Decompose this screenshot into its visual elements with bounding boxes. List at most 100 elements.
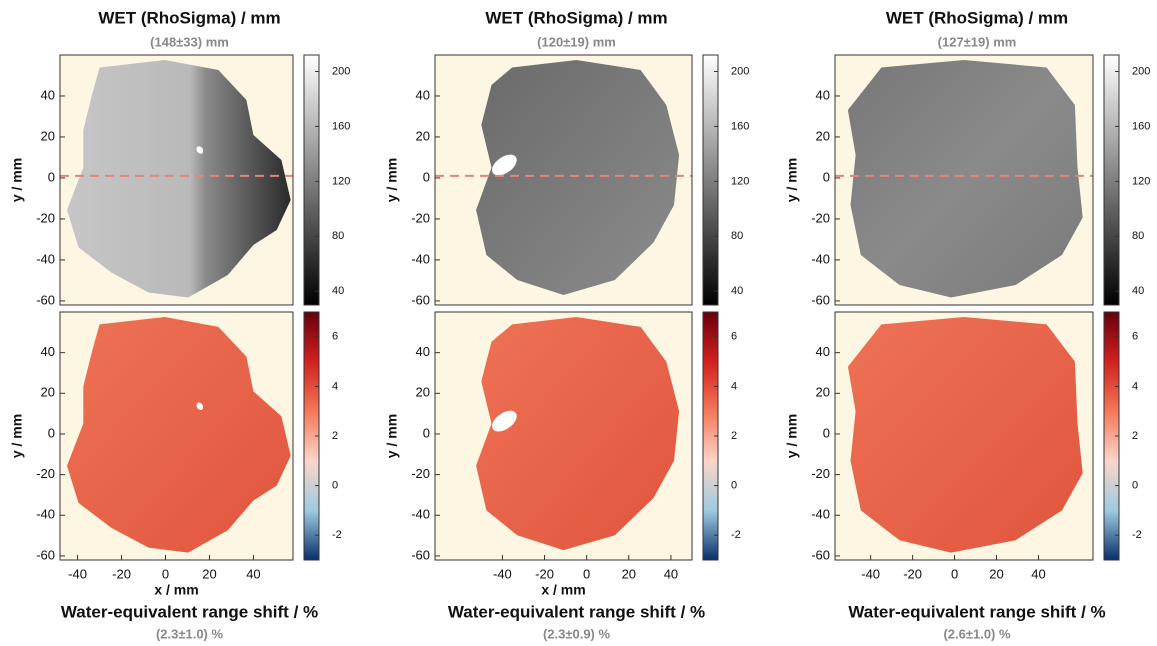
colorbar-tick-label: 80: [1132, 230, 1144, 242]
x-tick-label: -20: [903, 566, 922, 581]
y-tick-label: 0: [823, 169, 830, 184]
panel-title: Water-equivalent range shift / %: [61, 602, 318, 621]
colorbar-tick-label: 6: [731, 331, 737, 343]
y-tick-label: 40: [816, 87, 830, 102]
y-tick-label: -40: [36, 251, 55, 266]
y-tick-label: -20: [36, 210, 55, 225]
panel-title: Water-equivalent range shift / %: [848, 602, 1105, 621]
x-tick-label: 40: [664, 566, 678, 581]
colorbar-tick-label: 0: [731, 480, 737, 492]
colorbar-tick-label: 200: [731, 65, 749, 77]
panel-subtitle: (2.3±0.9) %: [543, 626, 611, 641]
x-tick-label: -20: [112, 566, 131, 581]
colorbar-tick-label: 0: [1132, 480, 1138, 492]
y-tick-label: -60: [811, 547, 830, 562]
x-tick-label: 40: [246, 566, 260, 581]
y-tick-label: -20: [811, 466, 830, 481]
x-tick-label: -40: [493, 566, 512, 581]
colorbar-tick-label: 4: [731, 380, 737, 392]
x-tick-label: 20: [989, 566, 1003, 581]
colorbar-tick-label: 2: [332, 430, 338, 442]
y-tick-label: 40: [416, 87, 430, 102]
y-axis-label: y / mm: [9, 158, 25, 202]
panel-subtitle: (120±19) mm: [537, 34, 616, 49]
panel-title: Water-equivalent range shift / %: [448, 602, 705, 621]
panel-subtitle: (2.3±1.0) %: [156, 626, 224, 641]
colorbar-tick-label: 120: [1132, 175, 1150, 187]
y-tick-label: -40: [811, 251, 830, 266]
panel-title: WET (RhoSigma) / mm: [485, 8, 667, 27]
figure: -60-40-2002040y / mmWET (RhoSigma) / mm(…: [0, 0, 1157, 646]
colorbar-tick-label: 200: [332, 65, 350, 77]
panel-subtitle: (127±19) mm: [938, 34, 1017, 49]
colorbar-tick-label: 40: [332, 285, 344, 297]
x-tick-label: -40: [861, 566, 880, 581]
colorbar-tick-label: 40: [1132, 285, 1144, 297]
y-tick-label: 40: [41, 344, 55, 359]
x-tick-label: 0: [583, 566, 590, 581]
y-axis-label: y / mm: [784, 414, 800, 458]
x-tick-label: 40: [1031, 566, 1045, 581]
y-tick-label: -20: [36, 466, 55, 481]
y-tick-label: -40: [411, 507, 430, 522]
map-image: [848, 317, 1083, 553]
y-tick-label: -60: [411, 292, 430, 307]
x-tick-label: 20: [622, 566, 636, 581]
y-tick-label: 40: [816, 344, 830, 359]
y-tick-label: 0: [48, 169, 55, 184]
x-tick-label: 20: [202, 566, 216, 581]
colorbar: [1104, 55, 1119, 305]
colorbar-tick-label: 120: [332, 175, 350, 187]
panel-subtitle: (2.6±1.0) %: [943, 626, 1011, 641]
y-tick-label: 0: [823, 425, 830, 440]
panel-subtitle: (148±33) mm: [150, 34, 229, 49]
y-tick-label: 0: [423, 169, 430, 184]
colorbar-tick-label: -2: [332, 529, 342, 541]
colorbar-tick-label: 0: [332, 480, 338, 492]
y-tick-label: -40: [411, 251, 430, 266]
colorbar-tick-label: 200: [1132, 65, 1150, 77]
y-axis-label: y / mm: [384, 414, 400, 458]
colorbar-tick-label: 160: [332, 120, 350, 132]
x-tick-label: -20: [535, 566, 554, 581]
y-tick-label: -60: [411, 547, 430, 562]
y-tick-label: 20: [816, 385, 830, 400]
y-tick-label: 20: [816, 128, 830, 143]
y-tick-label: 20: [416, 128, 430, 143]
colorbar-tick-label: 80: [731, 230, 743, 242]
colorbar-tick-label: 160: [731, 120, 749, 132]
y-axis-label: y / mm: [384, 158, 400, 202]
map-image: [848, 60, 1083, 298]
y-tick-label: -40: [811, 507, 830, 522]
y-tick-label: 20: [41, 128, 55, 143]
x-axis-label: x / mm: [154, 582, 198, 598]
y-tick-label: -60: [36, 292, 55, 307]
x-tick-label: -40: [68, 566, 87, 581]
y-axis-label: y / mm: [784, 158, 800, 202]
panel-title: WET (RhoSigma) / mm: [98, 8, 280, 27]
colorbar: [703, 55, 718, 305]
colorbar: [304, 55, 319, 305]
y-tick-label: 0: [423, 425, 430, 440]
colorbar-tick-label: 40: [731, 285, 743, 297]
colorbar-tick-label: 80: [332, 230, 344, 242]
y-tick-label: -60: [36, 547, 55, 562]
y-tick-label: 40: [41, 87, 55, 102]
y-tick-label: -60: [811, 292, 830, 307]
y-tick-label: -20: [811, 210, 830, 225]
y-tick-label: 0: [48, 425, 55, 440]
x-tick-label: 0: [951, 566, 958, 581]
y-tick-label: -20: [411, 466, 430, 481]
colorbar-tick-label: 6: [1132, 331, 1138, 343]
y-tick-label: -40: [36, 507, 55, 522]
y-tick-label: -20: [411, 210, 430, 225]
colorbar-tick-label: 6: [332, 331, 338, 343]
panel-title: WET (RhoSigma) / mm: [886, 8, 1068, 27]
y-tick-label: 20: [416, 385, 430, 400]
colorbar-tick-label: 160: [1132, 120, 1150, 132]
x-tick-label: 0: [162, 566, 169, 581]
x-axis-label: x / mm: [541, 582, 585, 598]
y-axis-label: y / mm: [9, 414, 25, 458]
colorbar-tick-label: -2: [731, 529, 741, 541]
colorbar-tick-label: 4: [332, 380, 338, 392]
